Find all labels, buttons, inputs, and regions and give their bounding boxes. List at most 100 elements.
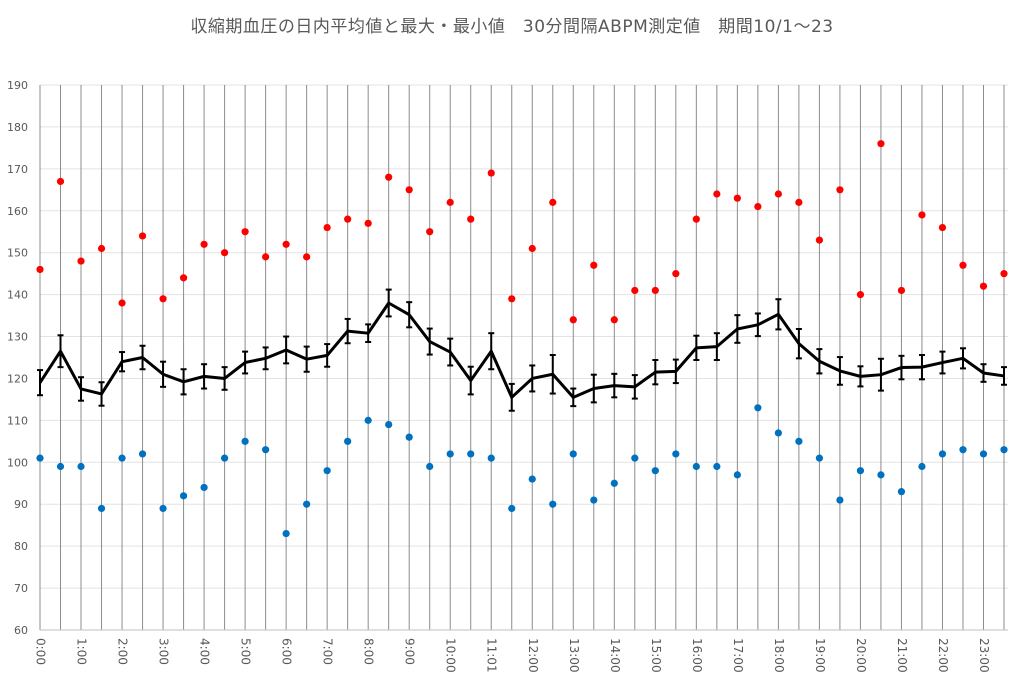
max-point xyxy=(467,215,475,223)
chart-title: 収縮期血圧の日内平均値と最大・最小値 30分間隔ABPM測定値 期間10/1～2… xyxy=(190,17,834,37)
max-point xyxy=(97,244,106,253)
min-point xyxy=(549,500,557,508)
x-tick-label: 11:01 xyxy=(485,638,499,673)
max-point xyxy=(590,261,598,269)
min-point xyxy=(344,437,352,445)
min-point xyxy=(241,437,249,445)
min-point xyxy=(959,446,967,454)
y-tick-label: 60 xyxy=(14,624,28,637)
max-point xyxy=(200,240,208,248)
max-point xyxy=(385,173,393,181)
x-tick-label: 16:00 xyxy=(690,638,704,673)
max-point xyxy=(692,215,700,223)
x-tick-label: 4:00 xyxy=(198,638,212,665)
max-point xyxy=(938,223,947,232)
max-point xyxy=(262,253,270,261)
min-point xyxy=(754,404,762,412)
y-tick-label: 160 xyxy=(7,205,28,218)
min-point xyxy=(918,462,926,471)
max-point xyxy=(508,295,516,303)
y-tick-label: 180 xyxy=(7,121,28,134)
min-point xyxy=(97,504,106,513)
min-point xyxy=(938,450,947,458)
max-point xyxy=(549,198,557,206)
max-point xyxy=(426,228,434,236)
min-point xyxy=(590,496,598,504)
x-tick-label: 6:00 xyxy=(280,638,294,665)
max-point xyxy=(323,223,331,232)
max-point xyxy=(713,190,721,198)
min-point xyxy=(569,450,577,458)
y-tick-label: 80 xyxy=(14,540,28,553)
max-point xyxy=(569,316,577,324)
mean-line xyxy=(38,301,1005,399)
x-tick-label: 8:00 xyxy=(362,638,376,665)
x-tick-label: 23:00 xyxy=(977,638,991,673)
min-point xyxy=(795,437,803,445)
y-tick-label: 170 xyxy=(7,163,28,176)
max-point xyxy=(159,295,167,303)
max-point xyxy=(179,274,188,282)
min-point xyxy=(385,420,393,429)
max-point xyxy=(405,186,413,194)
x-tick-label: 21:00 xyxy=(895,638,909,673)
max-point xyxy=(979,282,988,290)
min-point xyxy=(528,475,536,483)
max-point xyxy=(303,253,311,261)
y-tick-label: 130 xyxy=(7,331,28,344)
max-point xyxy=(77,257,85,265)
min-point xyxy=(56,462,65,471)
x-tick-label: 15:00 xyxy=(649,638,663,673)
max-point xyxy=(220,249,229,257)
max-point xyxy=(56,177,65,186)
max-point xyxy=(815,236,824,244)
max-point xyxy=(118,299,126,307)
min-point xyxy=(897,488,906,496)
min-point xyxy=(631,454,639,462)
y-tick-label: 150 xyxy=(7,247,28,260)
min-point xyxy=(262,446,270,454)
max-point xyxy=(856,291,865,299)
x-tick-label: 12:00 xyxy=(526,638,540,673)
max-point xyxy=(610,316,618,324)
min-point xyxy=(877,471,885,479)
max-point xyxy=(733,194,741,202)
x-tick-label: 13:00 xyxy=(567,638,581,673)
max-point xyxy=(364,219,372,227)
min-point xyxy=(138,450,147,458)
x-tick-label: 17:00 xyxy=(731,638,745,673)
x-tick-label: 2:00 xyxy=(116,638,130,665)
x-tick-label: 0:00 xyxy=(34,638,48,665)
max-point xyxy=(446,198,454,206)
min-point xyxy=(200,483,208,492)
min-point xyxy=(405,433,413,441)
min-point xyxy=(364,416,372,424)
min-point xyxy=(733,471,741,479)
max-point xyxy=(918,211,926,219)
max-point xyxy=(651,286,659,295)
min-point xyxy=(446,450,454,458)
max-point xyxy=(138,232,147,240)
y-tick-label: 100 xyxy=(7,456,28,469)
max-point xyxy=(282,240,290,248)
min-point xyxy=(1000,446,1008,454)
x-tick-label: 9:00 xyxy=(403,638,417,665)
max-point xyxy=(528,244,536,253)
min-point xyxy=(979,450,988,458)
y-tick-label: 70 xyxy=(14,582,28,595)
x-tick-label: 5:00 xyxy=(239,638,253,665)
x-tick-label: 1:00 xyxy=(75,638,89,665)
min-point xyxy=(856,467,865,475)
min-point xyxy=(179,492,188,500)
y-tick-label: 90 xyxy=(14,498,28,511)
min-point xyxy=(220,454,229,462)
x-tick-label: 3:00 xyxy=(157,638,171,665)
y-tick-label: 140 xyxy=(7,289,28,302)
min-point xyxy=(713,462,721,471)
x-tick-label: 7:00 xyxy=(321,638,335,665)
max-point xyxy=(795,198,803,206)
max-point xyxy=(36,265,44,274)
min-point xyxy=(836,496,844,504)
y-tick-label: 110 xyxy=(7,414,28,427)
